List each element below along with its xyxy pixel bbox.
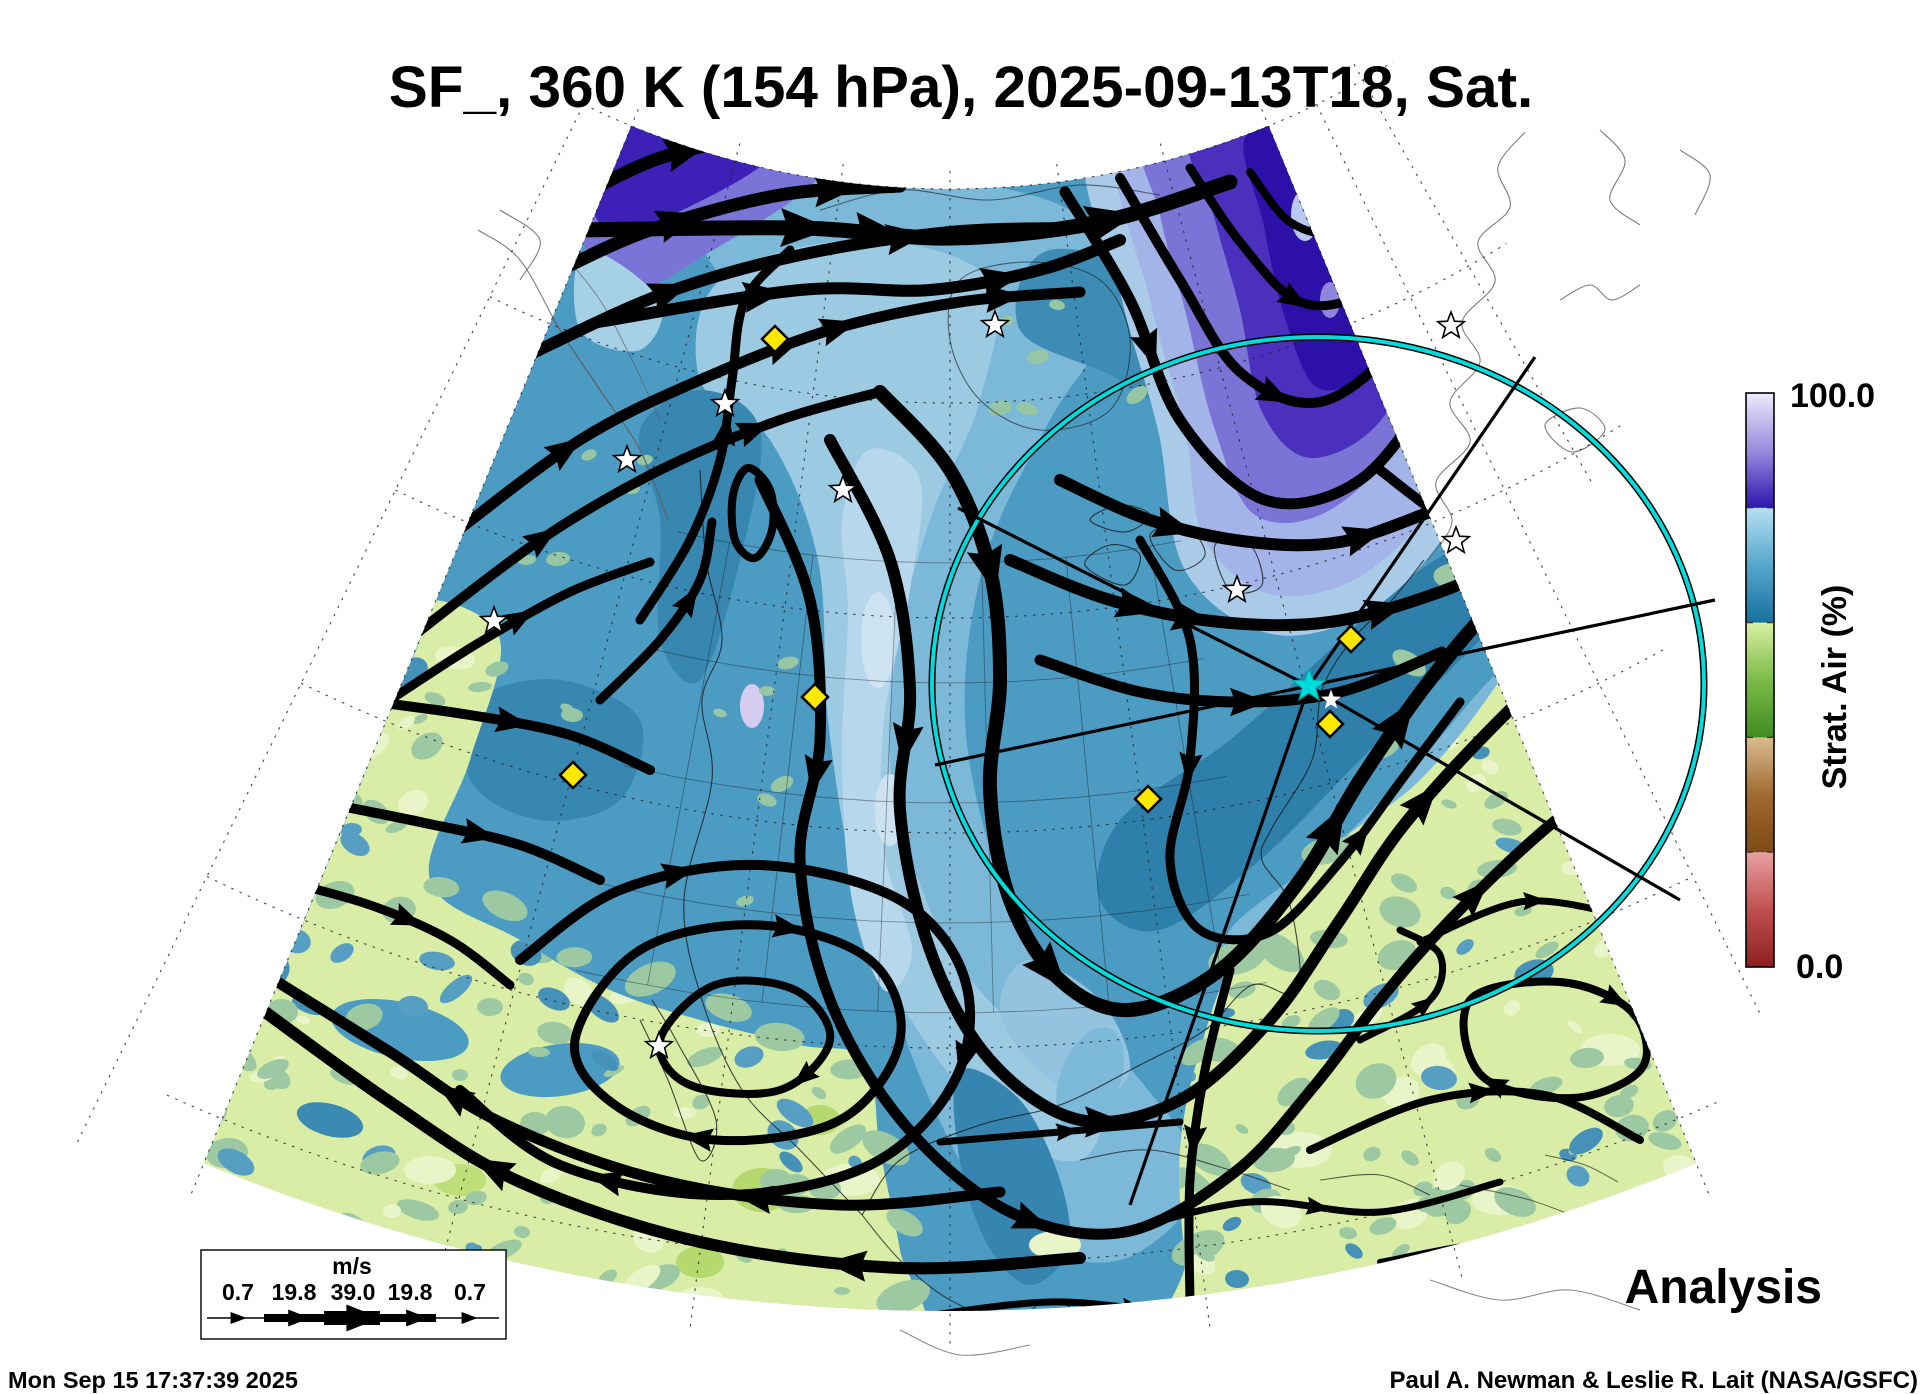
svg-text:Strat. Air (%): Strat. Air (%)	[1816, 585, 1854, 790]
svg-text:0.7: 0.7	[454, 1279, 486, 1305]
svg-text:Analysis: Analysis	[1625, 1261, 1822, 1314]
svg-text:19.8: 19.8	[272, 1279, 317, 1305]
svg-text:Paul A. Newman & Leslie R. Lai: Paul A. Newman & Leslie R. Lait (NASA/GS…	[1389, 1367, 1918, 1394]
svg-text:100.0: 100.0	[1790, 377, 1875, 415]
svg-text:m/s: m/s	[332, 1253, 372, 1279]
svg-text:39.0: 39.0	[331, 1279, 376, 1305]
svg-text:19.8: 19.8	[388, 1279, 433, 1305]
svg-text:SF_, 360 K (154 hPa), 2025-09-: SF_, 360 K (154 hPa), 2025-09-13T18, Sat…	[389, 55, 1534, 120]
svg-text:0.7: 0.7	[222, 1279, 254, 1305]
svg-text:Mon Sep 15 17:37:39 2025: Mon Sep 15 17:37:39 2025	[8, 1367, 298, 1393]
svg-text:0.0: 0.0	[1796, 948, 1843, 986]
